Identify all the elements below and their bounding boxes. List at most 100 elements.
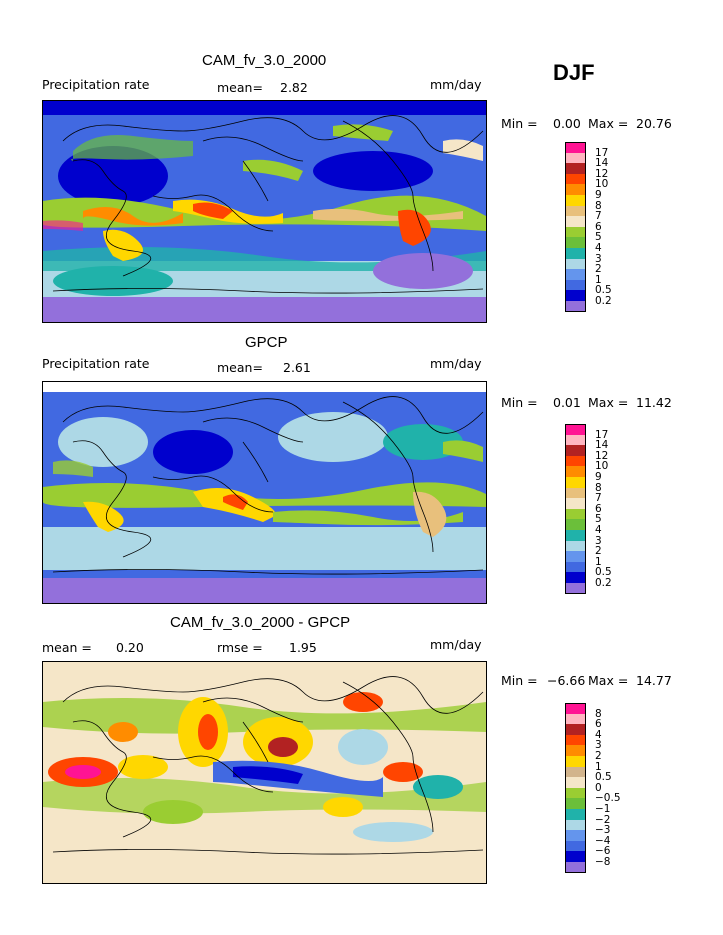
panel-3-rmse-value: 1.95 xyxy=(289,640,317,655)
colorbar-label: 12 xyxy=(595,449,609,462)
colorbar-swatch xyxy=(565,279,586,291)
colorbar-swatch xyxy=(565,445,586,456)
colorbar-swatch xyxy=(565,745,586,756)
panel-2-title: GPCP xyxy=(245,334,288,351)
colorbar-label: −2 xyxy=(595,813,611,826)
colorbar-swatch xyxy=(565,142,586,153)
panel-2-min-value: 0.01 xyxy=(553,395,581,410)
colorbar-label: 2 xyxy=(595,263,602,276)
colorbar-label: 8 xyxy=(595,199,602,212)
panel-3-min-label: Min = xyxy=(501,673,538,688)
panel-1-left-label: Precipitation rate xyxy=(42,77,150,92)
colorbar-label: 7 xyxy=(595,492,602,505)
colorbar-label: 14 xyxy=(595,157,609,170)
colorbar-label: 0.2 xyxy=(595,577,612,589)
colorbar-label: 9 xyxy=(595,471,602,483)
panel-3-title: CAM_fv_3.0_2000 - GPCP xyxy=(170,614,351,631)
colorbar-label: 4 xyxy=(595,242,602,254)
colorbar-label: 5 xyxy=(595,231,602,244)
colorbar-label: 8 xyxy=(595,707,602,720)
colorbar-swatch xyxy=(565,713,586,725)
colorbar-label: −1 xyxy=(595,803,611,815)
colorbar-swatch xyxy=(565,226,586,238)
colorbar-swatch xyxy=(565,703,586,714)
colorbar-label: 10 xyxy=(595,460,609,473)
colorbar-swatch xyxy=(565,787,586,799)
colorbar-swatch xyxy=(565,551,586,562)
colorbar-swatch xyxy=(565,466,586,477)
colorbar-label: 1 xyxy=(595,273,602,286)
colorbar-label: 6 xyxy=(595,220,602,233)
colorbar-swatch xyxy=(565,163,586,174)
panel-1-min-value: 0.00 xyxy=(553,116,581,131)
panel-3-units: mm/day xyxy=(430,637,482,652)
colorbar-label: 12 xyxy=(595,167,609,180)
season-label: DJF xyxy=(553,60,595,85)
colorbar-label: −8 xyxy=(595,856,611,868)
panel-3-mean-value: 0.20 xyxy=(116,640,144,655)
panel-1-min-label: Min = xyxy=(501,116,538,131)
colorbar-label: −3 xyxy=(595,824,611,837)
colorbar-label: 1 xyxy=(595,555,602,568)
panel-2-map xyxy=(42,381,487,604)
colorbar-label: 0 xyxy=(595,781,602,794)
colorbar-label: 7 xyxy=(595,210,602,223)
colorbar-swatch xyxy=(565,216,586,227)
colorbar-label: −6 xyxy=(595,845,611,858)
panel-1-map-graphic xyxy=(43,101,486,322)
panel-2-colorbar xyxy=(565,424,586,594)
colorbar-swatch xyxy=(565,300,586,312)
colorbar-swatch xyxy=(565,424,586,435)
panel-2-mean-label: mean= xyxy=(217,360,263,375)
colorbar-label: 6 xyxy=(595,502,602,515)
colorbar-swatch xyxy=(565,808,586,820)
panel-3-max-label: Max = xyxy=(588,673,629,688)
colorbar-swatch xyxy=(565,498,586,509)
colorbar-label: 0.5 xyxy=(595,566,612,579)
colorbar-label: 2 xyxy=(595,750,602,762)
panel-1-colorbar xyxy=(565,142,586,312)
panel-1-max-label: Max = xyxy=(588,116,629,131)
colorbar-swatch xyxy=(565,755,586,767)
colorbar-swatch xyxy=(565,819,586,831)
colorbar-swatch xyxy=(565,724,586,735)
colorbar-label: 4 xyxy=(595,524,602,536)
colorbar-swatch xyxy=(565,798,586,809)
panel-1-units: mm/day xyxy=(430,77,482,92)
colorbar-swatch xyxy=(565,152,586,164)
colorbar-swatch xyxy=(565,830,586,841)
panel-3-mean-label: mean = xyxy=(42,640,92,655)
colorbar-swatch xyxy=(565,861,586,873)
colorbar-swatch xyxy=(565,777,586,788)
colorbar-label: 2 xyxy=(595,545,602,558)
colorbar-swatch xyxy=(565,572,586,583)
colorbar-swatch xyxy=(565,582,586,594)
panel-2-map-graphic xyxy=(43,382,486,603)
colorbar-label: 3 xyxy=(595,739,602,752)
colorbar-swatch xyxy=(565,840,586,852)
colorbar-swatch xyxy=(565,290,586,301)
colorbar-swatch xyxy=(565,455,586,467)
colorbar-swatch xyxy=(565,734,586,746)
panel-3-max-value: 14.77 xyxy=(636,673,672,688)
colorbar-label: 4 xyxy=(595,728,602,741)
colorbar-swatch xyxy=(565,258,586,270)
colorbar-label: −0.5 xyxy=(595,792,621,805)
colorbar-swatch xyxy=(565,476,586,488)
colorbar-swatch xyxy=(565,561,586,573)
colorbar-label: 0.5 xyxy=(595,284,612,297)
panel-2-max-label: Max = xyxy=(588,395,629,410)
colorbar-swatch xyxy=(565,508,586,520)
colorbar-swatch xyxy=(565,237,586,248)
panel-2-left-label: Precipitation rate xyxy=(42,356,150,371)
panel-3-rmse-label: rmse = xyxy=(217,640,263,655)
panel-2-units: mm/day xyxy=(430,356,482,371)
panel-3-min-value: −6.66 xyxy=(547,673,586,688)
panel-1-max-value: 20.76 xyxy=(636,116,672,131)
colorbar-label: 3 xyxy=(595,252,602,265)
colorbar-label: 10 xyxy=(595,178,609,191)
colorbar-label: 5 xyxy=(595,513,602,526)
panel-2-max-value: 11.42 xyxy=(636,395,672,410)
panel-1-map xyxy=(42,100,487,323)
colorbar-label: 0.2 xyxy=(595,295,612,307)
